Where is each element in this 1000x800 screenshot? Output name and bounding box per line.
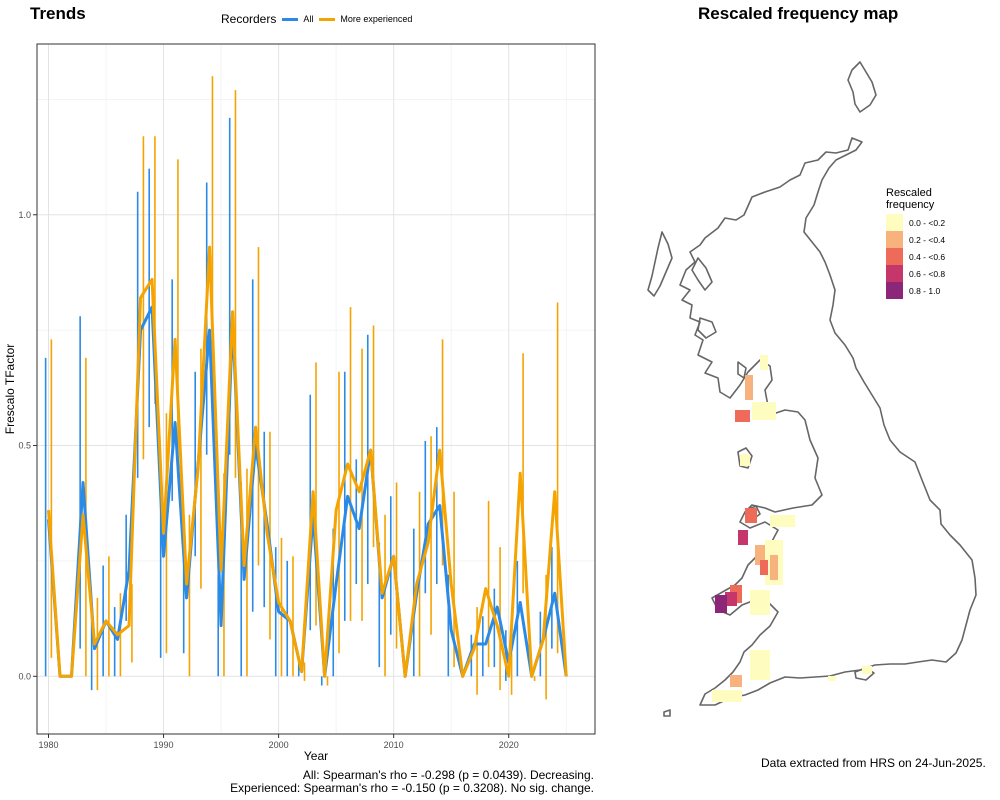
coastline-skye xyxy=(691,257,713,291)
x-axis-label: Year xyxy=(304,749,328,763)
y-tick-label: 0.0 xyxy=(18,671,31,681)
map-legend-row: 0.8 - 1.0 xyxy=(886,282,945,299)
y-axis-label: Frescalo TFactor xyxy=(3,344,17,434)
y-tick-label: 0.5 xyxy=(18,441,31,451)
cell-0.8-1.0 xyxy=(715,595,727,613)
stat-experienced: Experienced: Spearman's rho = -0.150 (p … xyxy=(230,781,594,795)
legend-key-experienced xyxy=(319,17,336,21)
axes: 1980 1990 2000 2010 2020 0.0 0.5 1.0 xyxy=(18,210,518,750)
map-legend: Rescaled frequency 0.0 - <0.2 0.2 - <0.4 0… xyxy=(886,187,945,299)
map-legend-label: 0.0 - <0.2 xyxy=(909,217,946,228)
cell-0.4-0.6 xyxy=(730,410,768,603)
frequency-cells xyxy=(712,355,872,702)
map-outline xyxy=(647,61,977,717)
map-legend-label: 0.8 - 1.0 xyxy=(909,285,941,296)
map-legend-title-line2: frequency xyxy=(886,199,935,211)
gb-map xyxy=(647,61,977,717)
panel-border xyxy=(36,43,596,735)
chart-legend: Recorders All More experienced xyxy=(221,12,412,26)
coastline-lewis xyxy=(647,231,673,297)
map-legend-title: Rescaled frequency xyxy=(886,187,945,211)
cell-0.6-0.8 xyxy=(725,530,748,606)
y-tick-label: 1.0 xyxy=(18,210,31,220)
legend-label-all: All xyxy=(303,14,314,24)
x-tick-label: 2000 xyxy=(269,740,289,750)
map-legend-row: 0.6 - <0.8 xyxy=(886,265,945,282)
map-legend-swatch xyxy=(886,214,903,231)
map-title: Rescaled frequency map xyxy=(698,4,899,23)
coastline-north-islands xyxy=(847,61,877,113)
map-legend-label: 0.6 - <0.8 xyxy=(909,268,946,279)
x-tick-label: 2010 xyxy=(384,740,404,750)
x-tick-label: 2020 xyxy=(499,740,519,750)
map-legend-row: 0.0 - <0.2 xyxy=(886,214,945,231)
map-legend-label: 0.2 - <0.4 xyxy=(909,234,946,245)
map-legend-swatch xyxy=(886,282,903,299)
series-lines xyxy=(47,245,568,678)
data-credit: Data extracted from HRS on 24-Jun-2025. xyxy=(761,756,986,770)
legend-title: Recorders xyxy=(221,12,277,26)
map-legend-swatch xyxy=(886,231,903,248)
trends-title: Trends xyxy=(30,4,86,23)
trend-chart: 1980 1990 2000 2010 2020 0.0 0.5 1.0 Year Fresc… xyxy=(3,43,596,763)
coastline-arran xyxy=(737,361,747,379)
map-legend-row: 0.4 - <0.6 xyxy=(886,248,945,265)
stat-all: All: Spearman's rho = -0.298 (p = 0.0439… xyxy=(302,768,594,782)
map-legend-row: 0.2 - <0.4 xyxy=(886,231,945,248)
x-tick-label: 1980 xyxy=(38,740,58,750)
legend-key-all xyxy=(282,17,299,21)
coastline-scilly xyxy=(663,709,671,717)
map-legend-title-line1: Rescaled xyxy=(886,187,932,199)
legend-label-experienced: More experienced xyxy=(340,14,413,24)
map-legend-swatch xyxy=(886,248,903,265)
x-tick-label: 1990 xyxy=(154,740,174,750)
map-legend-label: 0.4 - <0.6 xyxy=(909,251,946,262)
series-line-experienced xyxy=(47,245,568,678)
cell-0-0.2 xyxy=(712,355,872,702)
map-legend-swatch xyxy=(886,265,903,282)
coastline-mull xyxy=(697,317,717,339)
